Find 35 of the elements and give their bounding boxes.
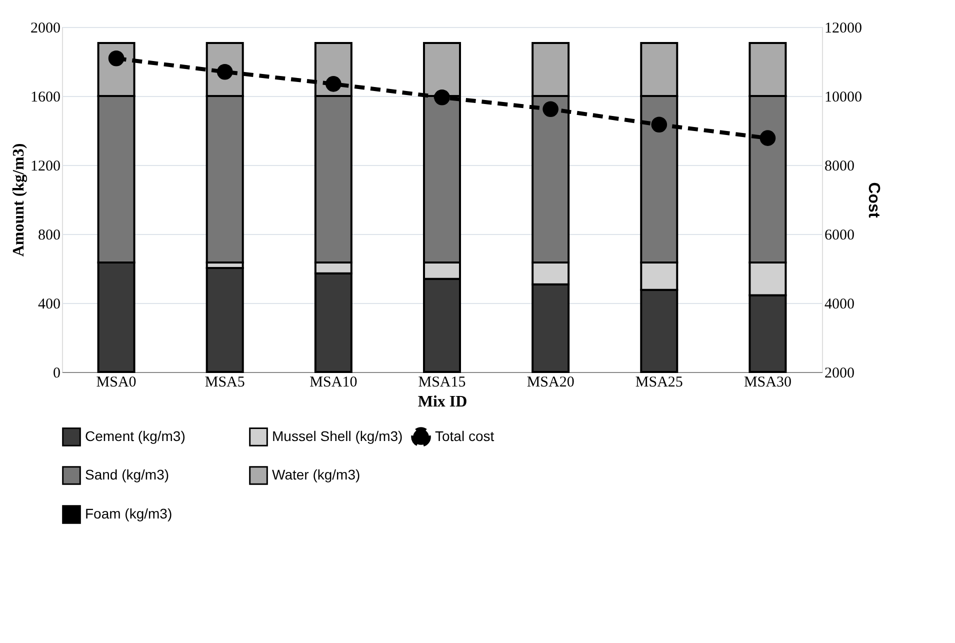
legend-label: Sand (kg/m3) bbox=[85, 466, 170, 482]
legend-label: Cement (kg/m3) bbox=[85, 428, 186, 444]
y-tick-label: 0 bbox=[53, 366, 60, 382]
x-tick-label: MSA10 bbox=[310, 374, 358, 390]
x-tick-label: MSA0 bbox=[96, 374, 136, 390]
y2-tick-label: 8000 bbox=[824, 158, 854, 174]
legend-label: Water (kg/m3) bbox=[272, 466, 360, 482]
y2-axis-title: Cost bbox=[865, 182, 882, 218]
point bbox=[542, 101, 558, 117]
y2-tick-label: 10000 bbox=[824, 90, 862, 106]
y-tick-label: 1600 bbox=[30, 90, 60, 106]
legend-label: Mussel Shell (kg/m3) bbox=[272, 428, 403, 444]
x-axis-title: Mix ID bbox=[418, 394, 468, 410]
y-tick-label: 1200 bbox=[30, 158, 60, 174]
y-tick-label: 400 bbox=[38, 296, 60, 312]
point bbox=[434, 89, 450, 106]
x-tick-label: MSA25 bbox=[635, 374, 683, 390]
legend-label: Total cost bbox=[435, 428, 494, 444]
y-tick-label: 800 bbox=[38, 228, 60, 244]
y-tick-label: 2000 bbox=[30, 20, 60, 36]
y2-tick-label: 12000 bbox=[824, 20, 862, 36]
y2-tick-label: 2000 bbox=[824, 366, 854, 382]
y2-tick-label: 6000 bbox=[824, 228, 854, 244]
y-axis-title: Amount (kg/m3) bbox=[10, 143, 28, 257]
point bbox=[760, 130, 776, 146]
y2-tick-label: 4000 bbox=[824, 296, 854, 312]
point bbox=[108, 50, 124, 66]
x-tick-label: MSA20 bbox=[526, 374, 574, 390]
bar bbox=[206, 266, 244, 373]
x-tick-label: MSA15 bbox=[418, 374, 466, 390]
x-tick-label: MSA30 bbox=[744, 374, 792, 390]
point bbox=[326, 76, 342, 92]
x-tick-label: MSA5 bbox=[204, 374, 245, 390]
point bbox=[651, 116, 668, 133]
legend-label: Foam (kg/m3) bbox=[85, 506, 172, 522]
